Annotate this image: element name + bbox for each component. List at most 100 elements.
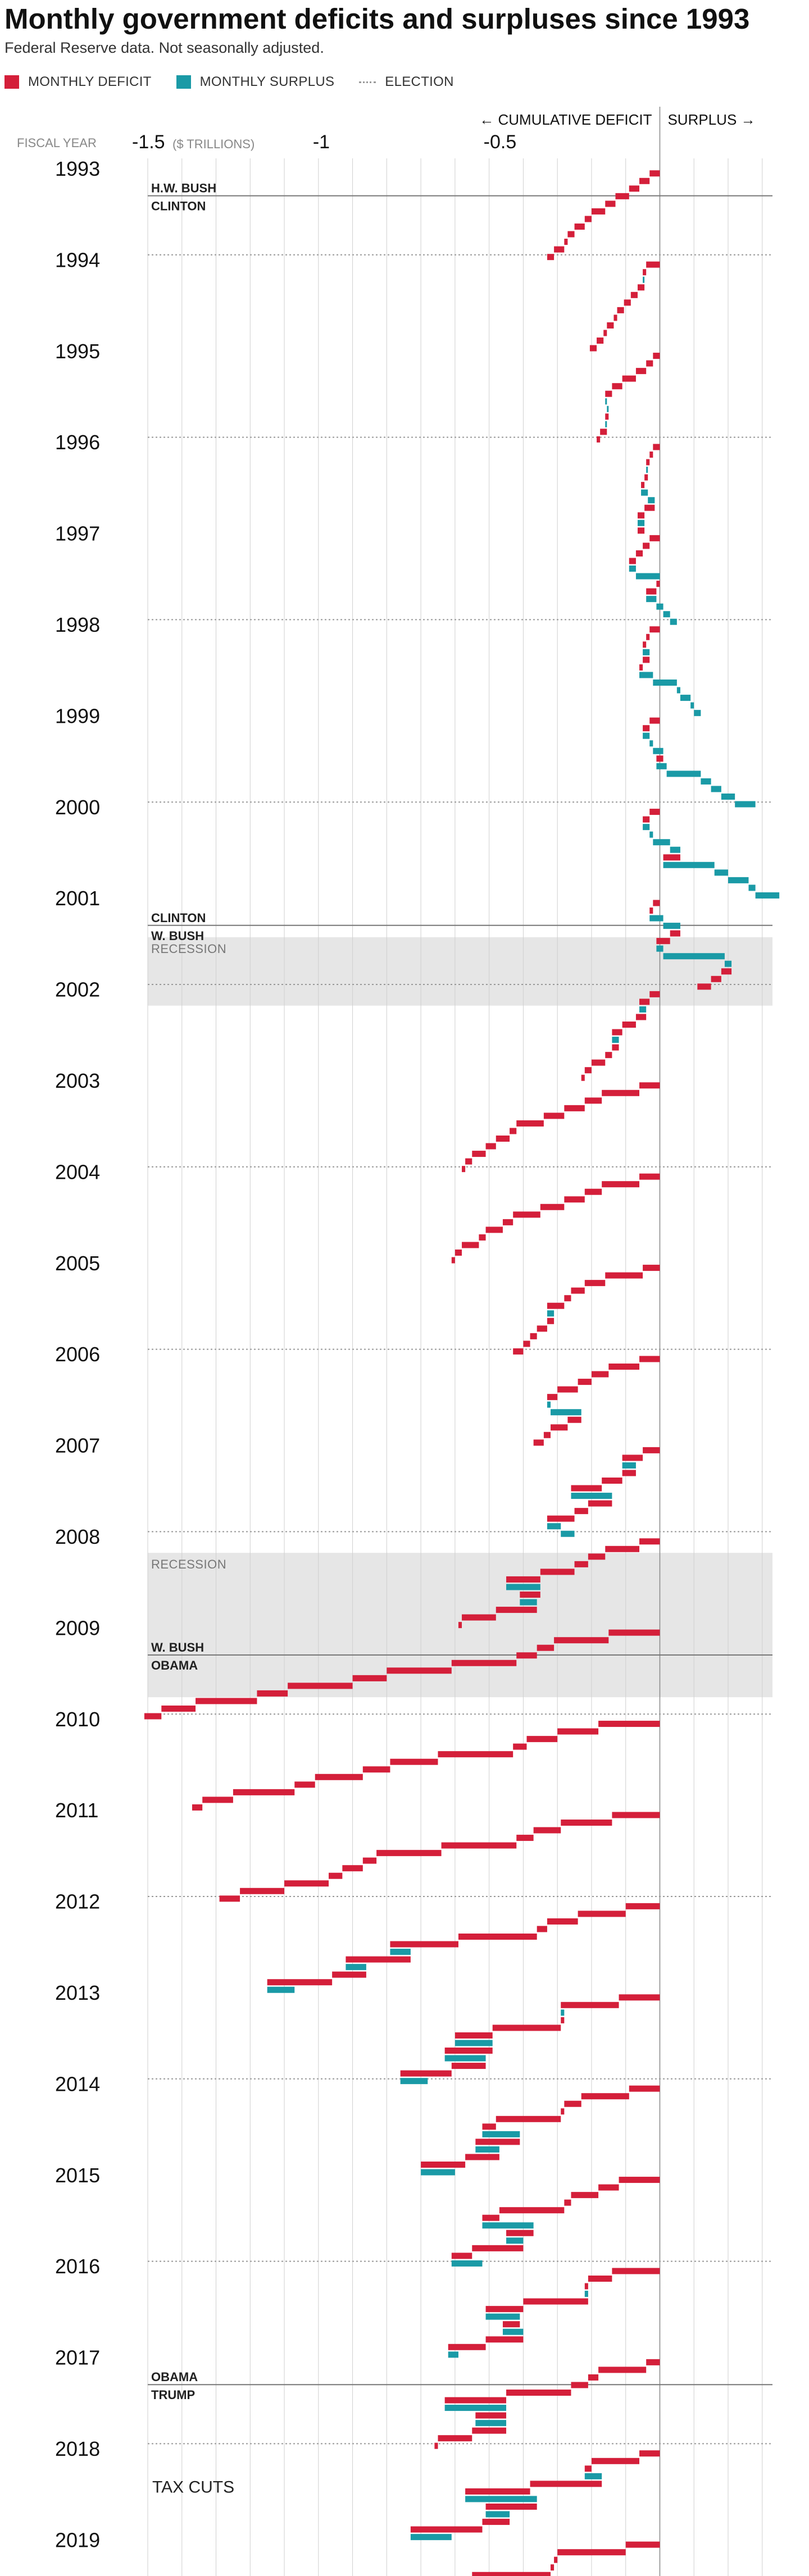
deficit-bar [643, 816, 650, 823]
surplus-bar [643, 824, 650, 831]
deficit-bar [502, 2321, 520, 2328]
deficit-bar [605, 1545, 640, 1552]
deficit-bar [637, 284, 645, 291]
deficit-bar [352, 1675, 387, 1681]
deficit-bar [584, 1280, 606, 1287]
outgoing-administration-label: H.W. BUSH [151, 181, 216, 195]
surplus-bar [547, 1401, 551, 1408]
incoming-administration-label: CLINTON [151, 199, 206, 213]
deficit-bar [639, 664, 643, 671]
deficit-bar [624, 299, 631, 306]
deficit-bar [603, 330, 607, 336]
deficit-bar [557, 1728, 599, 1735]
deficit-bar [533, 1439, 544, 1446]
deficit-bar [465, 2154, 499, 2160]
surplus-bar [639, 1006, 647, 1013]
deficit-bar [462, 1614, 496, 1621]
deficit-bar [332, 1971, 366, 1978]
surplus-swatch [176, 75, 191, 89]
deficit-bar [644, 504, 655, 511]
deficit-bar [641, 482, 645, 489]
chart-subtitle: Federal Reserve data. Not seasonally adj… [4, 39, 324, 56]
deficit-bar [564, 2199, 571, 2206]
deficit-bar [387, 1667, 452, 1674]
deficit-bar [294, 1781, 315, 1788]
deficit-bar [537, 1926, 547, 1932]
deficit-bar [591, 2458, 640, 2464]
deficit-bar [564, 1295, 571, 1302]
surplus-bar [649, 831, 653, 838]
deficit-bar [637, 512, 645, 519]
deficit-bar [533, 1827, 561, 1834]
fiscal-year-label: 2017 [55, 2346, 100, 2369]
surplus-bar [663, 861, 715, 868]
deficit-bar [646, 360, 653, 367]
deficit-bar [267, 1979, 333, 1986]
fiscal-year-label: 2012 [55, 1890, 100, 1913]
deficit-bar [540, 1569, 575, 1575]
deficit-bar [711, 975, 721, 982]
deficit-bar [510, 1128, 517, 1134]
deficit-bar [551, 2564, 555, 2571]
surplus-bar [400, 2078, 428, 2085]
deficit-bar [670, 930, 680, 937]
deficit-bar [612, 1812, 660, 1818]
deficit-bar [578, 1379, 592, 1385]
unit-label: ($ TRILLIONS) [172, 137, 254, 151]
deficit-bar [629, 2085, 660, 2092]
deficit-bar [574, 1508, 588, 1515]
deficit-bar [578, 1911, 626, 1917]
deficit-bar [485, 1143, 496, 1150]
surplus-bar [646, 596, 657, 603]
deficit-bar [646, 2359, 660, 2365]
surplus-bar [547, 1523, 561, 1530]
deficit-bar [451, 1659, 517, 1666]
deficit-bar [233, 1789, 295, 1795]
surplus-bar [637, 519, 645, 526]
surplus-bar [485, 2313, 520, 2320]
annotation-label: TAX CUTS [152, 2478, 234, 2497]
deficit-bar [513, 1743, 527, 1750]
surplus-bar [547, 1310, 555, 1317]
deficit-bar [589, 345, 597, 352]
deficit-bar [639, 1538, 660, 1545]
deficit-bar [635, 1014, 647, 1020]
surplus-bar [721, 794, 735, 800]
deficit-bar [613, 314, 617, 321]
deficit-bar [462, 1166, 466, 1173]
deficit-bar [564, 1105, 585, 1111]
surplus-bar [701, 778, 711, 785]
surplus-bar [711, 786, 721, 792]
fiscal-year-label: 2010 [55, 1708, 100, 1731]
deficit-bar [444, 2048, 493, 2054]
deficit-bar [390, 1758, 438, 1765]
deficit-bar [458, 1622, 462, 1629]
deficit-bar [438, 2435, 472, 2442]
deficit-bar [554, 1637, 609, 1644]
deficit-bar [455, 2032, 493, 2039]
deficit-bar [637, 527, 645, 534]
legend-item-surplus: MONTHLY SURPLUS [176, 74, 335, 90]
deficit-bar [342, 1865, 363, 1872]
surplus-bar [656, 945, 663, 952]
deficit-bar [639, 1356, 660, 1362]
deficit-bar [567, 231, 575, 238]
deficit-bar [496, 1607, 537, 1613]
deficit-bar [451, 2063, 486, 2069]
surplus-bar [605, 421, 607, 427]
deficit-bar [656, 581, 660, 587]
fiscal-year-label: 2004 [55, 1160, 100, 1183]
surplus-bar [653, 680, 677, 686]
deficit-bar [653, 900, 660, 906]
surplus-bar [584, 2291, 588, 2297]
fiscal-year-label: 2002 [55, 978, 100, 1001]
deficit-bar [547, 1515, 575, 1522]
deficit-bar [643, 542, 650, 549]
deficit-bar [547, 1394, 558, 1401]
fiscal-year-label: 2018 [55, 2437, 100, 2460]
deficit-bar [479, 1234, 486, 1241]
surplus-bar [656, 603, 663, 610]
surplus-bar [485, 2511, 510, 2518]
deficit-bar [400, 2070, 452, 2077]
deficit-bar [643, 1265, 660, 1271]
